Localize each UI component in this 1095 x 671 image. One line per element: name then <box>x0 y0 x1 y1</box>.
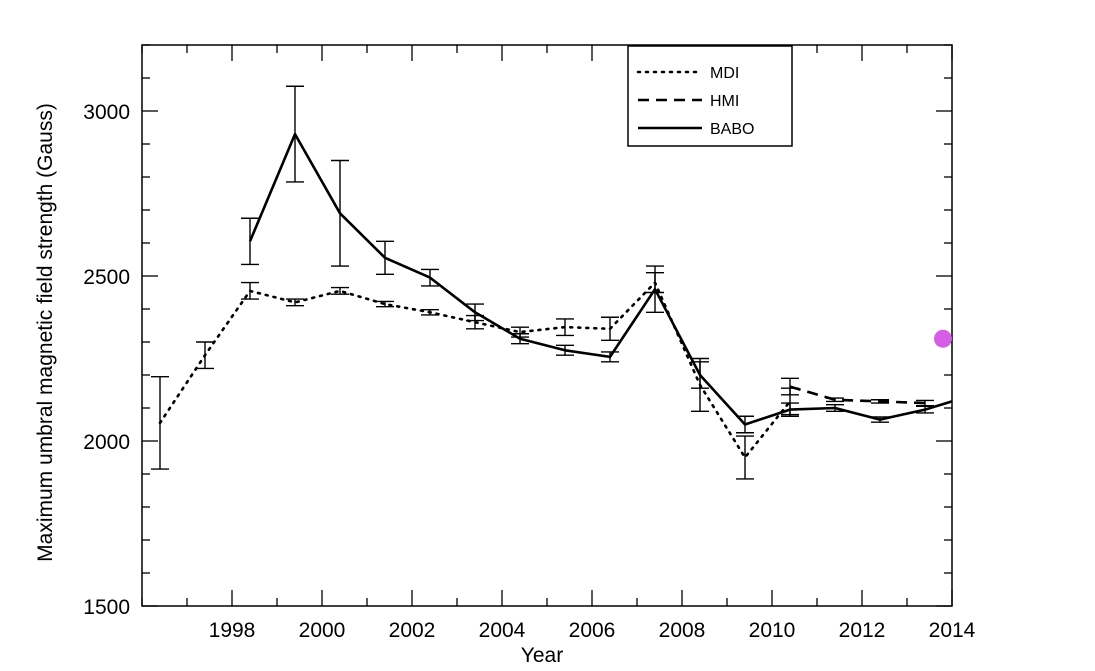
series-line-babo <box>248 132 953 426</box>
x-tick-label: 2014 <box>929 619 976 642</box>
series-line-hmi <box>789 385 926 405</box>
x-tick-label: 2010 <box>749 619 796 642</box>
y-tick-labels: 1500 2000 2500 3000 <box>83 101 130 619</box>
errorbar-babo <box>781 402 799 417</box>
errorbar-mdi <box>556 318 574 337</box>
x-tick-labels: 1998 2000 2002 2004 2006 2008 2010 2012 2014 <box>209 619 976 642</box>
errorbar-babo <box>646 265 664 313</box>
errorbar-layer <box>151 85 934 480</box>
errorbar-babo <box>466 303 484 322</box>
errorbar-mdi <box>331 286 349 295</box>
x-tick-label: 2004 <box>479 619 526 642</box>
y-tick-label: 2500 <box>83 266 130 289</box>
x-axis-label: Year <box>521 644 563 667</box>
errorbar-babo <box>556 344 574 356</box>
x-tick-label: 1998 <box>209 619 256 642</box>
errorbar-babo <box>826 404 844 412</box>
errorbar-mdi <box>196 341 214 370</box>
errorbar-babo <box>511 333 529 345</box>
errorbar-babo <box>736 415 754 434</box>
legend: MDI HMI BABO <box>627 45 793 147</box>
errorbar-mdi <box>376 300 394 308</box>
errorbar-babo <box>331 159 349 267</box>
errorbar-mdi <box>151 375 169 470</box>
x-tick-label: 2006 <box>569 619 616 642</box>
errorbar-hmi <box>781 377 799 396</box>
y-tick-label: 3000 <box>83 101 130 124</box>
errorbar-mdi <box>241 281 259 300</box>
plot-frame <box>141 44 953 607</box>
legend-label-babo: BABO <box>710 121 754 138</box>
errorbar-mdi <box>736 435 754 480</box>
x-tick-label: 2000 <box>299 619 346 642</box>
errorbar-mdi <box>601 316 619 342</box>
minor-ticks <box>141 44 952 606</box>
errorbar-babo <box>421 268 439 287</box>
errorbar-babo <box>241 217 259 266</box>
major-ticks <box>142 45 953 607</box>
x-tick-label: 2012 <box>839 619 886 642</box>
errorbar-hmi <box>826 397 844 403</box>
errorbar-babo <box>871 416 889 423</box>
errorbar-hmi <box>871 399 889 404</box>
errorbar-babo <box>376 240 394 276</box>
legend-box <box>627 45 793 147</box>
errorbar-babo <box>916 405 934 414</box>
errorbar-babo <box>286 85 304 183</box>
legend-label-mdi: MDI <box>710 65 739 82</box>
errorbar-mdi <box>286 298 304 307</box>
errorbar-babo <box>691 361 709 389</box>
errorbar-mdi <box>421 308 439 316</box>
y-axis-label: Maximum umbral magnetic field strength (… <box>34 103 57 562</box>
x-tick-label: 2008 <box>659 619 706 642</box>
y-tick-label: 1500 <box>83 596 130 619</box>
legend-label-hmi: HMI <box>710 93 739 110</box>
y-tick-label: 2000 <box>83 431 130 454</box>
highlight-point-marker <box>934 329 952 348</box>
series-layer <box>158 132 953 459</box>
x-tick-label: 2002 <box>389 619 436 642</box>
errorbar-babo <box>601 351 619 363</box>
